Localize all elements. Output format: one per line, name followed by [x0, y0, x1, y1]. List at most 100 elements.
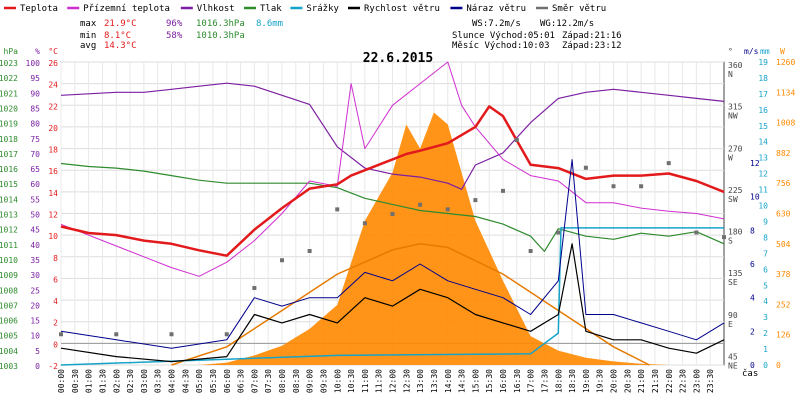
time-tick-label: 20:00	[610, 369, 619, 393]
tick-label-wm2: 504	[776, 240, 791, 249]
tick-label-hpa: 1013	[0, 211, 18, 220]
tick-label-hpa: 1015	[0, 180, 18, 189]
axis-title-pct: %	[35, 47, 40, 56]
tick-label-mm: 13	[758, 154, 768, 163]
legend-label-pressure: Tlak	[260, 4, 282, 14]
stat-min-label: min	[80, 31, 96, 41]
time-tick-label: 05:00	[195, 369, 204, 393]
wind-speed-line	[60, 243, 725, 363]
tick-label-pct: 15	[30, 317, 40, 326]
stat-max-hum: 96%	[166, 19, 183, 29]
tick-label-pct: 55	[30, 195, 40, 204]
tick-label-ms: 10	[750, 193, 760, 202]
tick-label-wm2: 756	[776, 179, 791, 188]
tick-label-mm: 7	[763, 249, 768, 258]
wind-direction-marker	[280, 258, 284, 263]
tick-label-pct: 5	[35, 347, 40, 356]
tick-label-temp: 22	[48, 102, 58, 111]
wind-direction-marker	[59, 332, 63, 337]
time-tick-label: 22:30	[679, 369, 688, 393]
wind-direction-marker	[307, 249, 312, 253]
tick-label-mm: 12	[758, 170, 768, 179]
time-tick-label: 02:30	[126, 369, 135, 393]
tick-label-pct: 90	[30, 89, 40, 98]
wind-direction-marker	[114, 332, 119, 337]
tick-label-pct: 45	[30, 226, 40, 235]
tick-label-dir-deg: 315	[728, 103, 743, 112]
temperature-line	[60, 105, 725, 257]
tick-label-wm2: 1134	[776, 88, 795, 97]
tick-label-mm: 14	[758, 138, 768, 147]
tick-label-wm2: 252	[776, 300, 791, 309]
time-tick-label: 14:30	[458, 369, 467, 393]
tick-label-mm: 10	[758, 202, 768, 211]
tick-label-mm: 18	[758, 74, 768, 83]
sunrise-info: Slunce Východ:05:01	[452, 31, 555, 41]
sun-elevation-line	[171, 243, 650, 366]
wind-direction-marker	[528, 249, 533, 253]
time-tick-label: 08:30	[292, 369, 301, 393]
stat-min-temp: 8.1°C	[104, 31, 131, 41]
tick-label-wm2: 1008	[776, 119, 795, 128]
tick-label-temp: 8	[53, 254, 58, 263]
tick-label-pct: 100	[26, 59, 41, 68]
tick-label-pct: 50	[30, 211, 40, 220]
tick-label-temp: 12	[48, 211, 58, 220]
axis-title-wm2: W	[780, 47, 785, 56]
wind-direction-marker	[639, 184, 644, 189]
stat-max-press: 1016.3hPa	[196, 19, 245, 29]
wind-direction-marker	[252, 286, 257, 290]
tick-label-wm2: 126	[776, 331, 791, 340]
tick-label-hpa: 1003	[0, 362, 18, 371]
tick-label-temp: 2	[53, 319, 58, 328]
tick-label-hpa: 1023	[0, 59, 18, 68]
x-axis-label: čas	[742, 368, 758, 379]
time-tick-label: 13:00	[416, 369, 425, 393]
time-tick-label: 09:00	[306, 369, 315, 393]
tick-label-temp: 14	[48, 189, 58, 198]
time-tick-label: 06:00	[223, 369, 232, 393]
time-tick-label: 21:00	[637, 369, 646, 393]
tick-label-temp: 10	[48, 232, 58, 241]
tick-label-temp: 20	[48, 124, 58, 133]
tick-label-mm: 0	[763, 361, 768, 370]
time-tick-label: 18:30	[568, 369, 577, 393]
moonrise-info: Měsíc Východ:10:03	[452, 41, 550, 51]
tick-label-mm: 6	[763, 265, 768, 274]
tick-label-temp: 18	[48, 146, 58, 155]
axis-title-dir: °	[728, 47, 733, 56]
tick-label-hpa: 1007	[0, 301, 18, 310]
tick-label-hpa: 1005	[0, 332, 18, 341]
tick-label-dir-compass: SW	[728, 195, 738, 204]
wind-direction-marker	[335, 207, 340, 212]
radiation-area-path	[61, 112, 724, 365]
gust-line	[60, 159, 725, 349]
time-tick-label: 11:00	[361, 369, 370, 393]
time-tick-label: 05:30	[209, 369, 218, 393]
tick-label-mm: 8	[763, 233, 768, 242]
tick-label-hpa: 1018	[0, 135, 18, 144]
tick-label-hpa: 1019	[0, 120, 18, 129]
chart-title: 22.6.2015	[363, 51, 433, 66]
time-tick-label: 16:00	[499, 369, 508, 393]
time-tick-label: 07:30	[264, 369, 273, 393]
time-tick-label: 01:00	[85, 369, 94, 393]
tick-label-temp: 6	[53, 275, 58, 284]
time-tick-label: 22:00	[665, 369, 674, 393]
tick-label-mm: 16	[758, 106, 768, 115]
stat-max-label: max	[80, 19, 97, 29]
wind-direction-marker	[445, 207, 450, 212]
wind-direction-marker	[418, 202, 423, 207]
tick-label-dir-compass: NW	[728, 112, 738, 121]
tick-label-hpa: 1022	[0, 74, 18, 83]
axis-title-temp: °C	[48, 47, 58, 56]
tick-label-wm2: 882	[776, 149, 791, 158]
tick-label-hpa: 1016	[0, 165, 18, 174]
series-lines	[59, 61, 726, 366]
tick-label-hpa: 1012	[0, 226, 18, 235]
tick-label-wm2: 1260	[776, 58, 795, 67]
tick-label-pct: 10	[30, 332, 40, 341]
wind-direction-marker	[390, 212, 395, 216]
tick-label-temp: 24	[48, 81, 58, 90]
